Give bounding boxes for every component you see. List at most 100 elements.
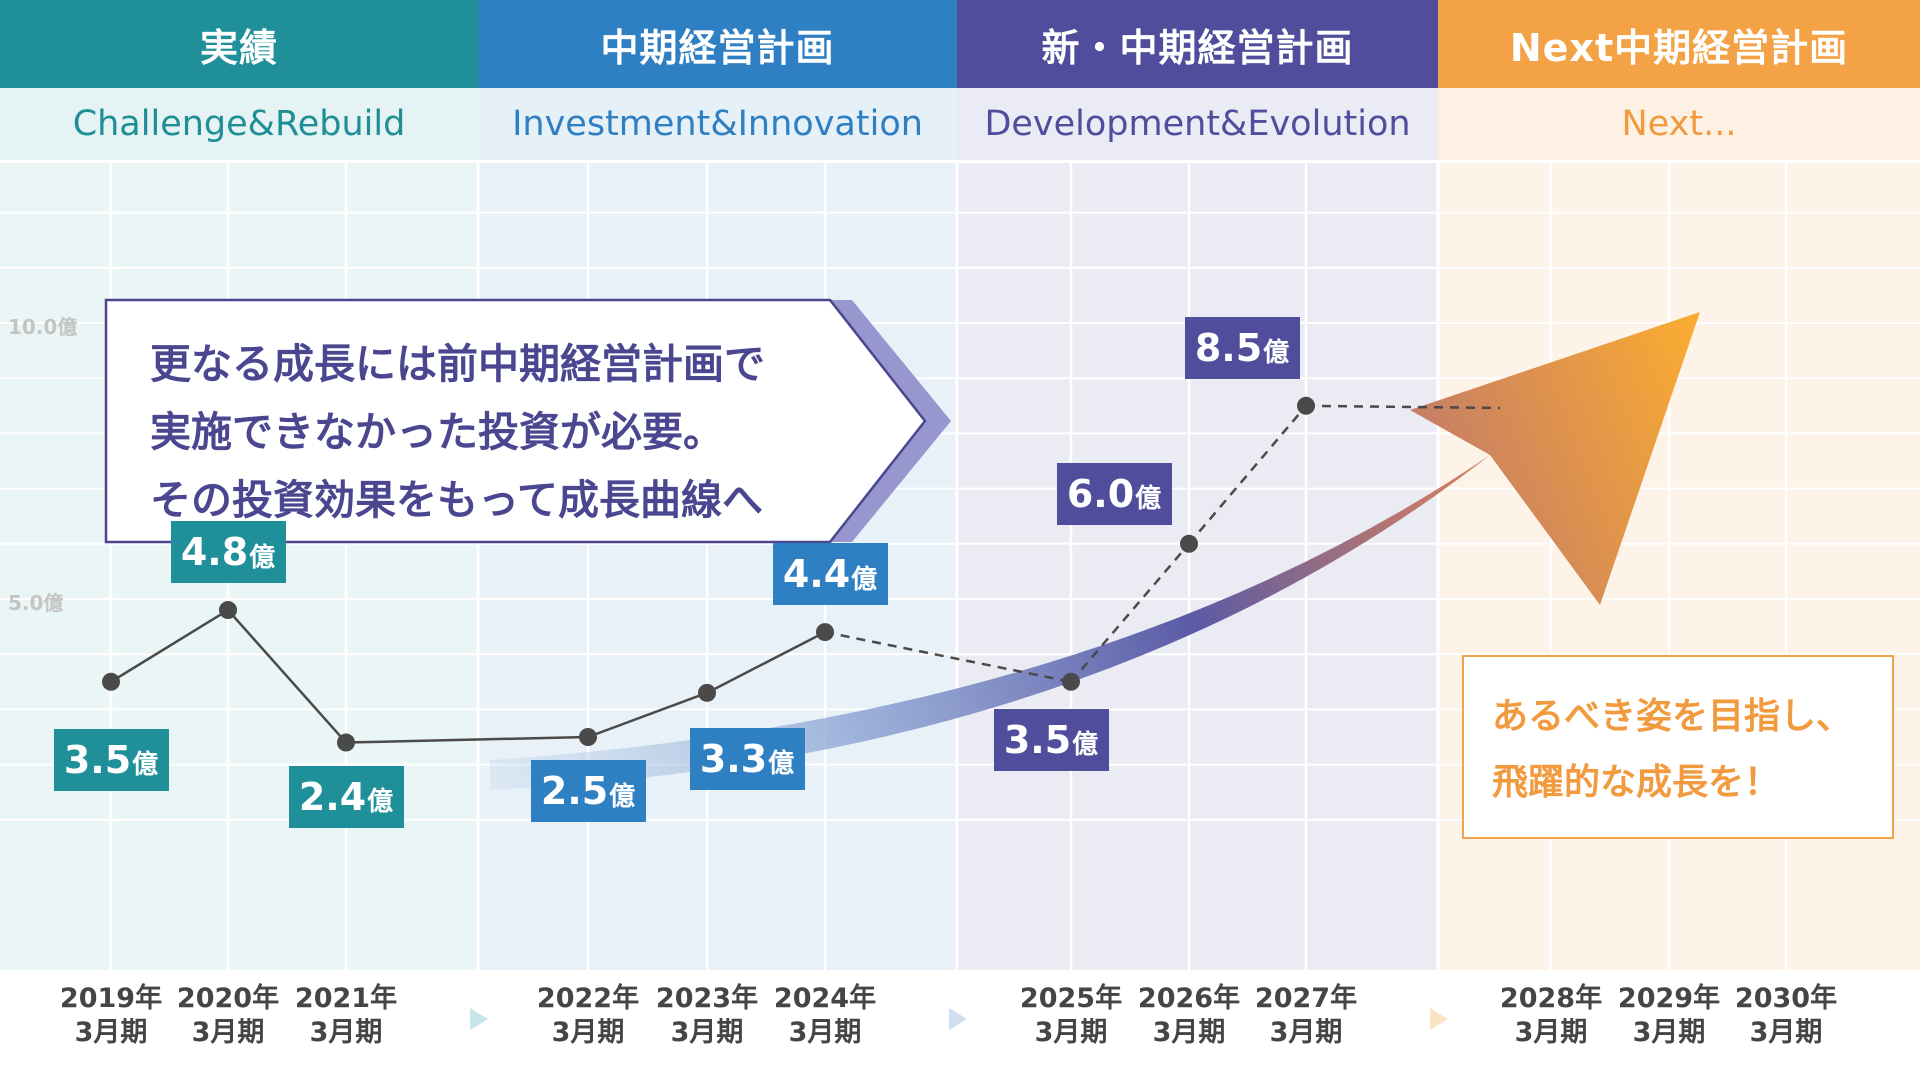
x-tick-year: 2024年 [773, 983, 877, 1014]
x-tick-label-5: 2023年 3月期 [647, 982, 767, 1050]
data-label-unit: 億 [609, 781, 636, 812]
data-label-unit: 億 [1263, 338, 1290, 369]
line-segment-6 [824, 630, 1072, 684]
x-tick-year: 2025年 [1019, 983, 1123, 1014]
line-segment-3 [345, 735, 589, 744]
x-tick-label-1: 2019年 3月期 [51, 982, 171, 1050]
x-tick-period: 3月期 [551, 1017, 625, 1048]
phase-title-1: 実績 [0, 0, 478, 88]
data-label-3: 2.4 億 [288, 765, 404, 828]
data-label-value: 6.0 [1066, 471, 1135, 516]
phase-chevron-icon-3 [1430, 1008, 1448, 1030]
x-tick-period: 3月期 [670, 1017, 744, 1048]
line-segment-1 [110, 608, 229, 683]
callout-line-2: 実施できなかった投資が必要。 [150, 408, 724, 456]
x-tick-year: 2022年 [536, 983, 640, 1014]
x-tick-label-11: 2029年 3月期 [1609, 982, 1729, 1050]
phase-subtitle-4: Next... [1438, 88, 1920, 160]
data-label-unit: 億 [851, 564, 878, 595]
data-label-unit: 億 [1072, 730, 1099, 761]
data-label-unit: 億 [768, 749, 795, 780]
line-segment-2 [227, 609, 347, 744]
x-tick-year: 2019年 [59, 983, 163, 1014]
x-tick-period: 3月期 [191, 1017, 265, 1048]
x-tick-year: 2029年 [1617, 983, 1721, 1014]
x-tick-year: 2023年 [655, 983, 759, 1014]
phase-title-4: Next中期経営計画 [1438, 0, 1920, 88]
phase-band-3 [957, 160, 1438, 970]
data-label-value: 3.5 [63, 737, 132, 782]
x-tick-period: 3月期 [788, 1017, 862, 1048]
data-label-unit: 億 [1135, 484, 1162, 515]
data-label-unit: 億 [249, 542, 276, 573]
data-label-value: 4.4 [782, 552, 851, 597]
phase-subtitle-1: Challenge&Rebuild [0, 88, 478, 160]
investment-callout: 更なる成長には前中期経営計画で 実施できなかった投資が必要。 その投資効果をもっ… [110, 300, 860, 540]
data-label-value: 3.3 [699, 736, 768, 781]
header-separator [0, 160, 1920, 163]
x-tick-label-10: 2028年 3月期 [1491, 982, 1611, 1050]
x-tick-label-9: 2027年 3月期 [1246, 982, 1366, 1050]
data-label-unit: 億 [367, 787, 394, 818]
data-label-5: 3.3 億 [689, 727, 805, 790]
data-point-7 [1062, 672, 1080, 691]
data-point-5 [698, 683, 716, 702]
x-tick-period: 3月期 [1514, 1017, 1588, 1048]
x-tick-period: 3月期 [1152, 1017, 1226, 1048]
phase-chevron-icon-2 [949, 1008, 967, 1030]
x-tick-label-2: 2020年 3月期 [168, 982, 288, 1050]
line-extension [1305, 404, 1501, 410]
x-tick-label-3: 2021年 3月期 [286, 982, 406, 1050]
x-tick-label-4: 2022年 3月期 [528, 982, 648, 1050]
data-point-6 [816, 623, 834, 642]
callout-shape [104, 298, 927, 544]
phase-chevron-icon-1 [470, 1008, 488, 1030]
x-tick-year: 2026年 [1137, 983, 1241, 1014]
data-label-value: 4.8 [180, 530, 249, 575]
x-tick-label-7: 2025年 3月期 [1011, 982, 1131, 1050]
x-tick-year: 2027年 [1254, 983, 1358, 1014]
x-tick-year: 2020年 [176, 983, 280, 1014]
data-label-value: 2.4 [298, 774, 367, 819]
phase-subtitle-2: Investment&Innovation [478, 88, 957, 160]
data-label-1: 3.5 億 [53, 728, 169, 791]
goal-message-box: あるべき姿を目指し、 飛躍的な成長を！ [1462, 655, 1894, 839]
data-label-value: 8.5 [1194, 325, 1263, 370]
goal-line-1: あるべき姿を目指し、 [1492, 696, 1853, 737]
x-tick-year: 2021年 [294, 983, 398, 1014]
data-point-2 [219, 601, 237, 620]
data-label-4: 2.5 億 [530, 760, 646, 822]
phase-title-3: 新・中期経営計画 [957, 0, 1438, 88]
x-tick-period: 3月期 [74, 1017, 148, 1048]
data-label-6: 4.4 億 [772, 543, 888, 606]
x-tick-period: 3月期 [1749, 1017, 1823, 1048]
callout-line-1: 更なる成長には前中期経営計画で [150, 340, 765, 388]
phase-title-2: 中期経営計画 [478, 0, 957, 88]
phase-band-4 [1438, 160, 1920, 970]
x-tick-label-8: 2026年 3月期 [1129, 982, 1249, 1050]
data-point-9 [1297, 396, 1315, 415]
x-tick-period: 3月期 [1034, 1017, 1108, 1048]
data-point-8 [1180, 534, 1198, 553]
line-segment-4 [587, 691, 708, 739]
phase-subtitle-3: Development&Evolution [957, 88, 1438, 160]
x-tick-period: 3月期 [1269, 1017, 1343, 1048]
x-tick-period: 3月期 [309, 1017, 383, 1048]
x-tick-period: 3月期 [1632, 1017, 1706, 1048]
x-tick-year: 2028年 [1499, 983, 1603, 1014]
data-label-unit: 億 [132, 750, 159, 781]
x-tick-label-6: 2024年 3月期 [765, 982, 885, 1050]
y-tick-label-2: 10.0億 [8, 315, 78, 339]
y-tick-label-1: 5.0億 [8, 591, 64, 615]
x-tick-label-12: 2030年 3月期 [1726, 982, 1846, 1050]
data-point-3 [337, 733, 355, 752]
data-point-4 [579, 728, 597, 746]
callout-line-3: その投資効果をもって成長曲線へ [150, 476, 763, 524]
line-segment-8 [1188, 404, 1307, 545]
data-label-9: 8.5 億 [1184, 316, 1300, 379]
line-segment-5 [706, 631, 826, 694]
x-tick-year: 2030年 [1734, 983, 1838, 1014]
data-label-value: 2.5 [540, 769, 609, 813]
